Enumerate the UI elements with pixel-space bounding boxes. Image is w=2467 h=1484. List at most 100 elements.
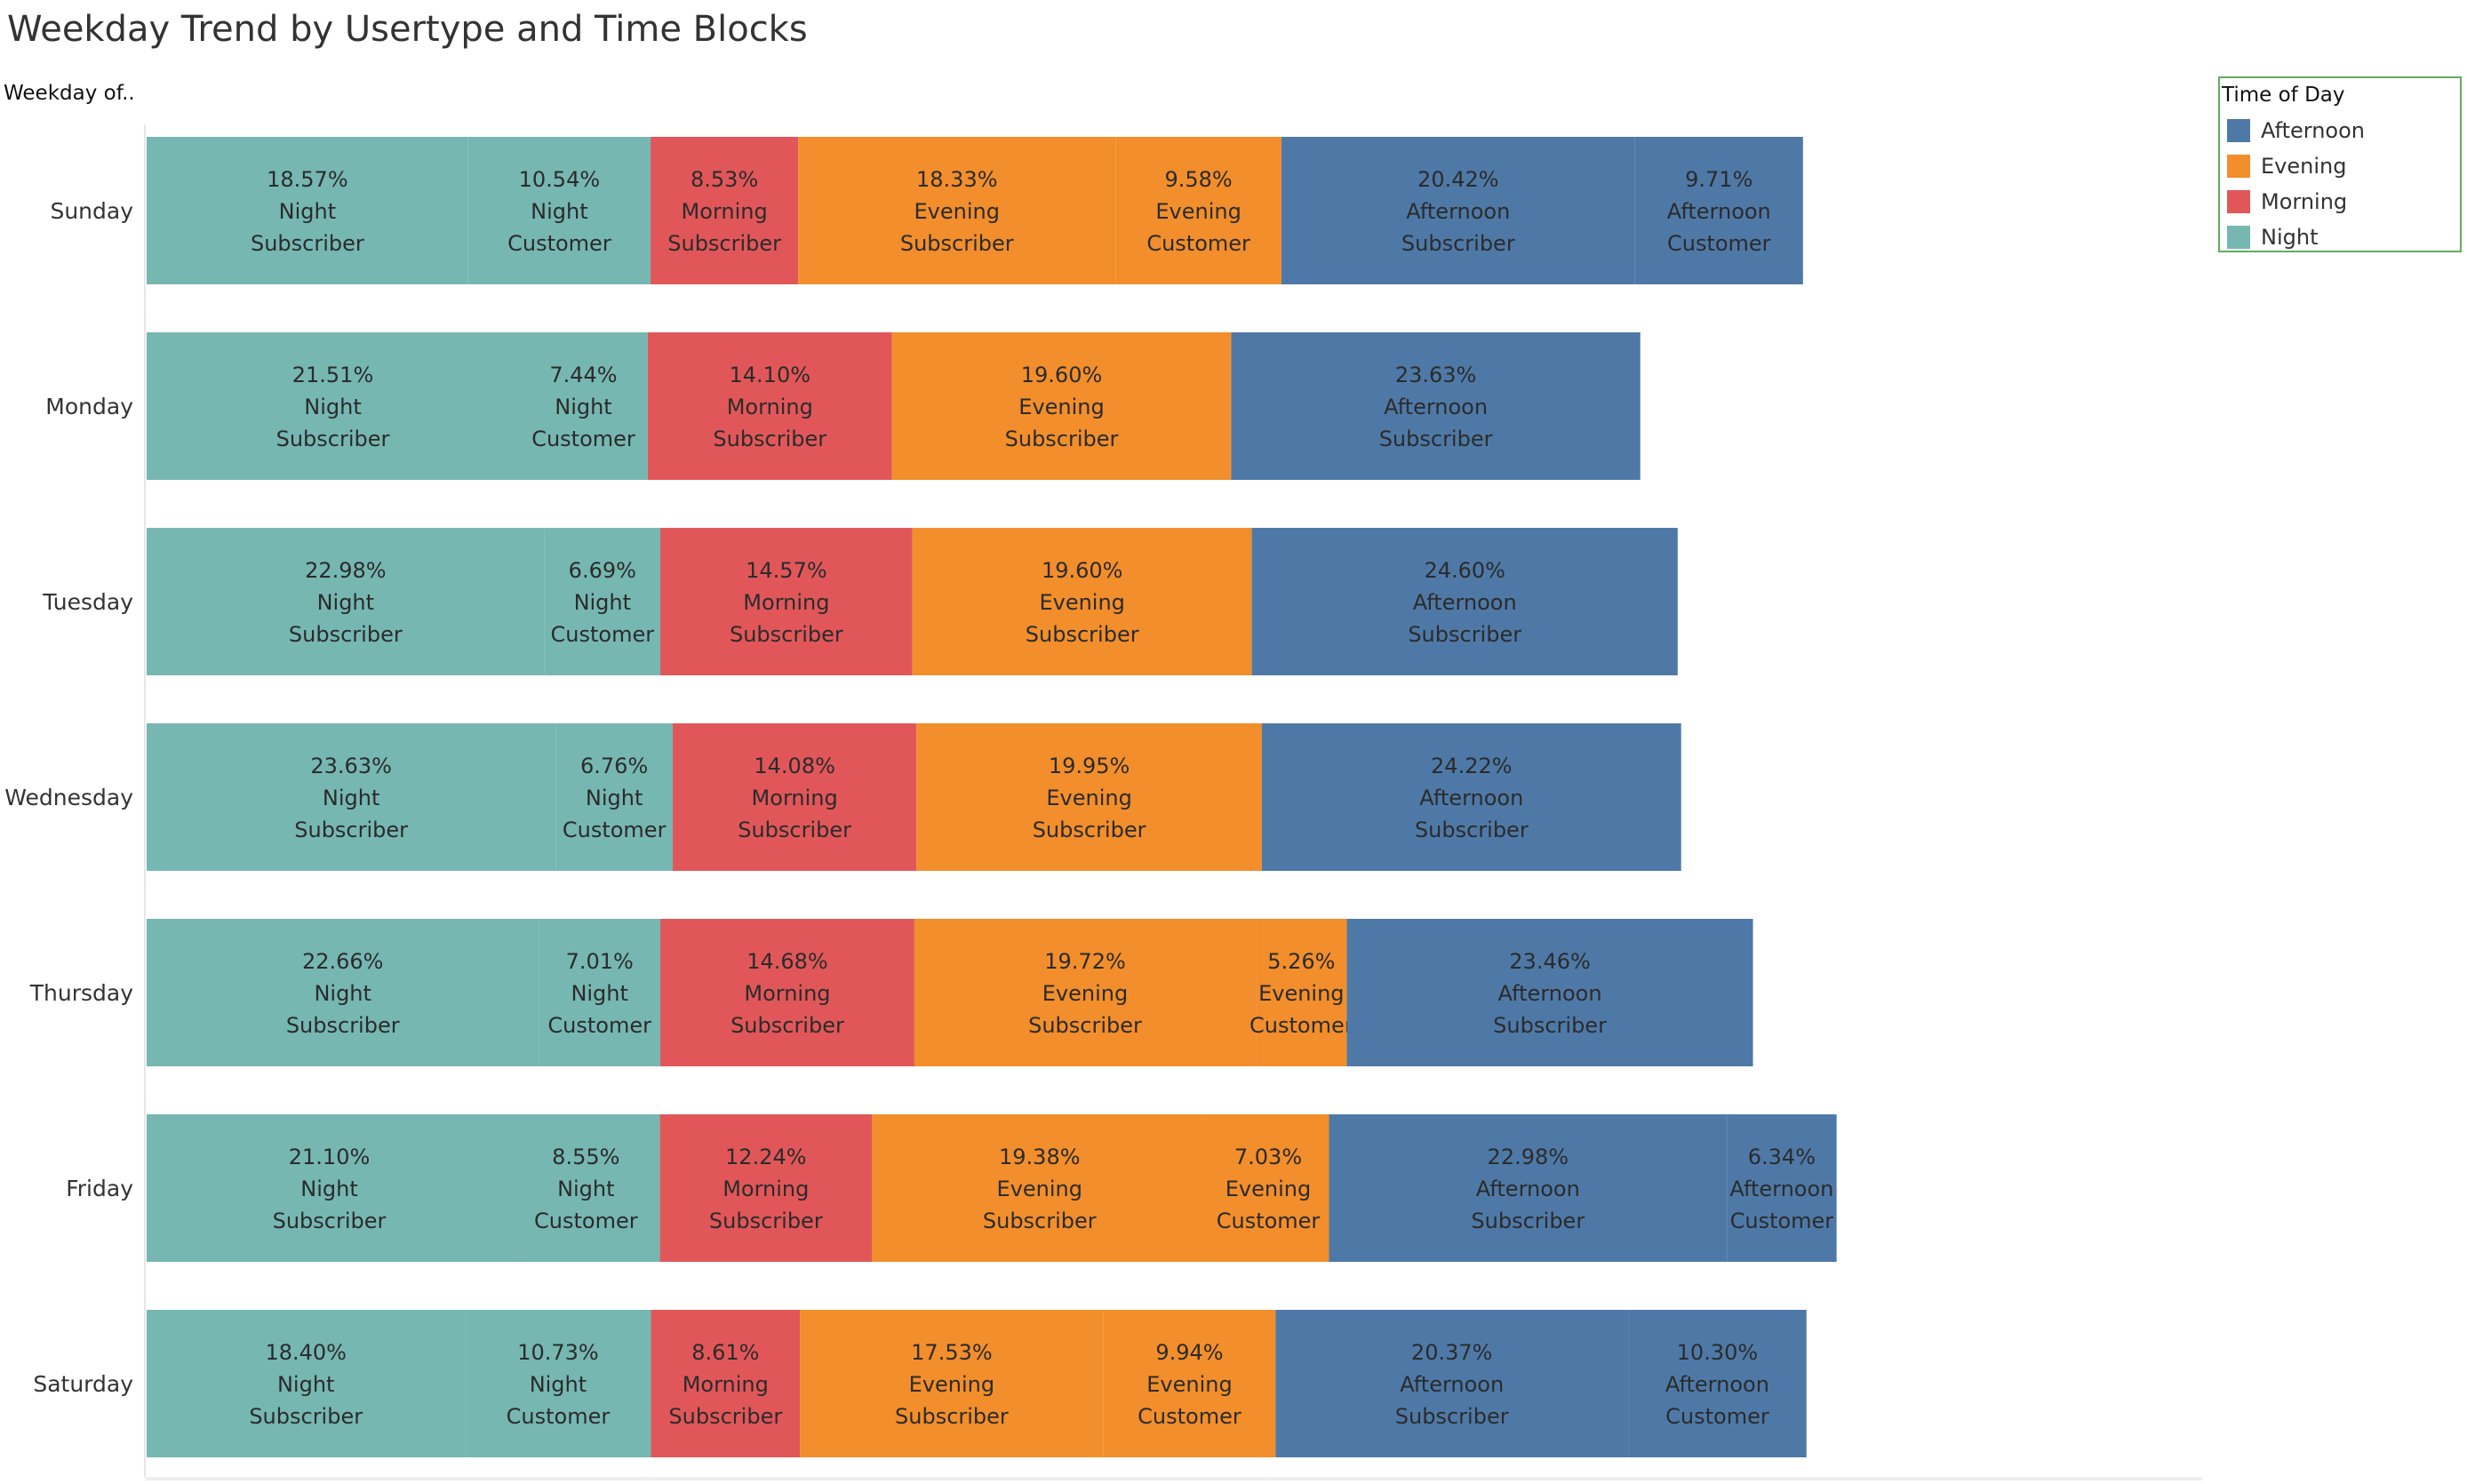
- segment-label: Afternoon: [1400, 1372, 1504, 1397]
- segment-label: Night: [279, 199, 336, 224]
- data-label: 9.71%: [1685, 167, 1752, 192]
- category-label: Tuesday: [42, 589, 133, 615]
- category-label: Wednesday: [4, 785, 133, 810]
- bar-segment-morning-subscriber: [647, 332, 892, 480]
- segment-label: Subscriber: [276, 427, 390, 451]
- data-label: 18.33%: [916, 167, 998, 192]
- segment-label: Afternoon: [1729, 1177, 1833, 1201]
- segment-label: Subscriber: [289, 622, 403, 647]
- bar-segment-evening-customer: [1256, 919, 1347, 1066]
- segment-label: Evening: [1226, 1177, 1311, 1201]
- bar-segment-evening-customer: [1103, 1310, 1276, 1457]
- data-label: 23.63%: [310, 754, 392, 778]
- legend-label-afternoon: Afternoon: [2261, 118, 2365, 143]
- data-label: 20.37%: [1411, 1340, 1493, 1365]
- segment-label: Subscriber: [667, 231, 781, 256]
- bar-segment-evening-subscriber: [891, 332, 1232, 480]
- segment-label: Afternoon: [1413, 590, 1517, 615]
- bar-segment-night-subscriber: [147, 1114, 513, 1262]
- bar-segment-afternoon-customer: [1634, 137, 1803, 284]
- bar-segment-afternoon-subscriber: [1346, 919, 1753, 1066]
- segment-label: Subscriber: [1415, 818, 1529, 842]
- bar-segment-night-customer: [544, 528, 660, 675]
- segment-label: Evening: [997, 1177, 1082, 1201]
- segment-label: Evening: [909, 1372, 994, 1397]
- segment-label: Subscriber: [286, 1013, 400, 1038]
- bar-segment-night-customer: [465, 1310, 651, 1457]
- segment-label: Subscriber: [1026, 622, 1139, 647]
- segment-label: Night: [323, 786, 379, 810]
- data-label: 7.01%: [566, 949, 634, 974]
- legend-swatch-evening: [2227, 155, 2250, 178]
- segment-label: Morning: [683, 1372, 769, 1397]
- segment-label: Afternoon: [1406, 199, 1510, 224]
- bar-segment-morning-subscriber: [651, 137, 799, 284]
- segment-label: Night: [304, 395, 361, 419]
- legend-title: Time of Day: [2222, 84, 2345, 107]
- data-label: 9.94%: [1155, 1340, 1223, 1365]
- data-label: 6.34%: [1748, 1145, 1816, 1169]
- data-label: 14.08%: [754, 754, 835, 778]
- bar-segment-night-subscriber: [147, 1310, 466, 1457]
- data-label: 7.03%: [1234, 1145, 1302, 1169]
- data-label: 23.46%: [1509, 949, 1591, 974]
- segment-label: Evening: [1046, 786, 1131, 810]
- segment-label: Customer: [1667, 231, 1771, 256]
- data-label: 12.24%: [725, 1145, 807, 1169]
- bar-segment-night-customer: [519, 332, 648, 480]
- data-label: 6.69%: [569, 558, 636, 583]
- category-label: Saturday: [33, 1371, 133, 1397]
- bar-segment-morning-subscriber: [672, 723, 917, 871]
- bar-segment-evening-subscriber: [916, 723, 1262, 871]
- data-label: 9.58%: [1164, 167, 1232, 192]
- segment-label: Afternoon: [1384, 395, 1488, 419]
- segment-label: Subscriber: [1005, 427, 1119, 451]
- segment-label: Subscriber: [895, 1404, 1009, 1429]
- segment-label: Subscriber: [1028, 1013, 1142, 1038]
- segment-label: Afternoon: [1665, 1372, 1769, 1397]
- data-label: 24.22%: [1431, 754, 1513, 778]
- data-label: 10.73%: [517, 1340, 599, 1365]
- segment-label: Subscriber: [1379, 427, 1493, 451]
- data-label: 8.61%: [691, 1340, 759, 1365]
- segment-label: Subscriber: [1033, 818, 1146, 842]
- segment-label: Subscriber: [900, 231, 1014, 256]
- chart-title: Weekday Trend by Usertype and Time Block…: [7, 9, 808, 50]
- segment-label: Customer: [1730, 1209, 1834, 1233]
- bar-segment-evening-subscriber: [872, 1114, 1208, 1262]
- segment-label: Subscriber: [1395, 1404, 1509, 1429]
- y-axis-title: Weekday of..: [4, 82, 135, 105]
- bar-segment-night-subscriber: [147, 528, 545, 675]
- bar-segment-night-customer: [512, 1114, 660, 1262]
- segment-label: Subscriber: [294, 818, 408, 842]
- data-label: 22.66%: [302, 949, 384, 974]
- bar-segment-evening-subscriber: [914, 919, 1257, 1066]
- data-label: 7.44%: [549, 363, 617, 387]
- segment-label: Night: [574, 590, 631, 615]
- bar-segment-afternoon-subscriber: [1329, 1114, 1728, 1262]
- segment-label: Subscriber: [983, 1209, 1097, 1233]
- segment-label: Subscriber: [249, 1404, 363, 1429]
- data-label: 19.60%: [1042, 558, 1123, 583]
- segment-label: Night: [555, 395, 611, 419]
- data-label: 8.53%: [691, 167, 758, 192]
- data-label: 18.57%: [267, 167, 348, 192]
- bar-segment-afternoon-subscriber: [1231, 332, 1641, 480]
- segment-label: Night: [277, 1372, 334, 1397]
- bar-segment-night-customer: [539, 919, 660, 1066]
- segment-label: Night: [314, 981, 371, 1006]
- segment-label: Morning: [743, 590, 829, 615]
- bar-segment-afternoon-customer: [1628, 1310, 1807, 1457]
- data-label: 14.57%: [746, 558, 827, 583]
- data-label: 22.98%: [305, 558, 387, 583]
- data-label: 17.53%: [911, 1340, 993, 1365]
- segment-label: Subscriber: [730, 622, 843, 647]
- bar-segment-night-subscriber: [147, 332, 520, 480]
- segment-label: Afternoon: [1476, 1177, 1580, 1201]
- segment-label: Morning: [723, 1177, 809, 1201]
- segment-label: Night: [557, 1177, 614, 1201]
- segment-label: Afternoon: [1667, 199, 1771, 224]
- data-label: 10.54%: [519, 167, 601, 192]
- segment-label: Subscriber: [713, 427, 826, 451]
